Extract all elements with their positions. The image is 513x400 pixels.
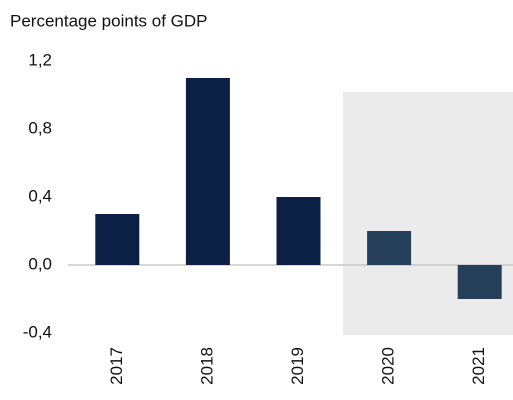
y-tick-label: 0,4 bbox=[28, 186, 52, 205]
y-axis-label: Percentage points of GDP bbox=[10, 11, 208, 30]
y-tick-label: 0,0 bbox=[28, 254, 52, 273]
x-tick-label: 2021 bbox=[469, 347, 488, 385]
bar bbox=[185, 78, 230, 265]
bar bbox=[367, 231, 412, 265]
bar bbox=[95, 214, 140, 265]
x-tick-label: 2019 bbox=[288, 347, 307, 385]
bar bbox=[457, 265, 502, 299]
x-tick-label: 2017 bbox=[107, 347, 126, 385]
y-tick-label: 0,8 bbox=[28, 118, 52, 137]
y-tick-label: 1,2 bbox=[28, 50, 52, 69]
x-tick-label: 2018 bbox=[197, 347, 216, 385]
y-tick-label: -0,4 bbox=[23, 322, 52, 341]
x-tick-label: 2020 bbox=[379, 347, 398, 385]
bar bbox=[276, 197, 321, 265]
